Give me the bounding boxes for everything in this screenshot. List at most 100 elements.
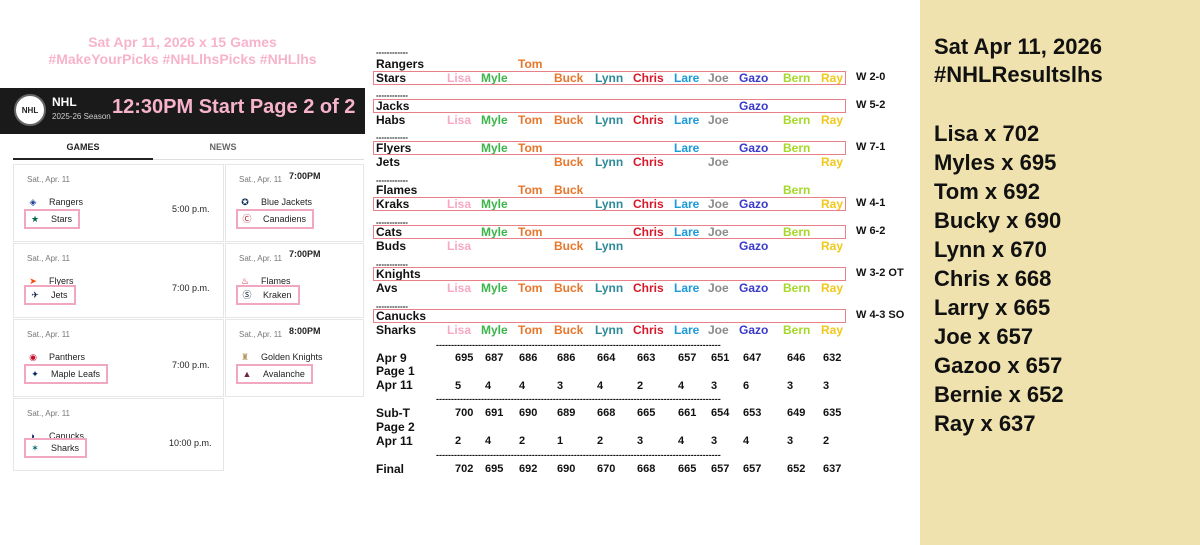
dash-line: ----------------------------------------…	[436, 340, 721, 350]
pick-buck: Buck	[554, 71, 584, 85]
away-team[interactable]: ✪ Blue Jackets	[239, 196, 312, 208]
away-team[interactable]: ◗ Canucks	[27, 430, 84, 442]
tab-news[interactable]: NEWS	[209, 142, 237, 152]
home-team-name: Jets	[376, 155, 401, 169]
pick-lare: Lare	[674, 71, 700, 85]
canucks-logo-icon: ◗	[30, 431, 36, 441]
pick-joe: Joe	[708, 281, 729, 295]
standing-row: Lynn x 670	[934, 237, 1047, 262]
tagline-date: Sat Apr 11, 2026 x 15 Games	[88, 34, 277, 50]
final-value: 657	[711, 463, 730, 475]
tab-games[interactable]: GAMES	[13, 134, 153, 160]
pick-joe: Joe	[708, 113, 729, 127]
dash-line: ----------------------------------------…	[436, 394, 721, 404]
pick-gazo: Gazo	[739, 141, 769, 155]
home-team[interactable]: Ⓢ Kraken	[236, 285, 300, 305]
page2-value: 2	[823, 435, 830, 447]
pick-lare: Lare	[674, 323, 700, 337]
away-team[interactable]: ➤ Flyers	[27, 275, 74, 287]
final-value: 637	[823, 463, 842, 475]
pick-myle: Myle	[481, 71, 508, 85]
separator: ------------	[376, 218, 408, 227]
game-card[interactable]: Sat., Apr. 11 ✪ Blue Jackets Ⓒ Canadiens	[225, 164, 364, 242]
final-value: 670	[597, 463, 616, 475]
pick-tom: Tom	[518, 57, 543, 71]
away-team[interactable]: ◈ Rangers	[27, 196, 84, 208]
pick-lynn: Lynn	[595, 113, 624, 127]
page1-value: 4	[597, 380, 604, 392]
game-result: W 6-2	[856, 225, 886, 237]
pick-lynn: Lynn	[595, 155, 624, 169]
pick-gazo: Gazo	[739, 99, 769, 113]
home-team[interactable]: ✈ Jets	[24, 285, 76, 305]
standing-row: Bernie x 652	[934, 382, 1064, 407]
pick-tom: Tom	[518, 323, 543, 337]
pick-ray: Ray	[821, 155, 844, 169]
home-team-name: Habs	[376, 113, 406, 127]
apr9-value: 646	[787, 352, 806, 364]
pick-ray: Ray	[821, 281, 844, 295]
game-card[interactable]: Sat., Apr. 11 ◉ Panthers ✦ Maple Leafs	[13, 319, 224, 397]
game-date: Sat., Apr. 11	[239, 175, 282, 184]
game-card[interactable]: Sat., Apr. 11 ♨ Flames Ⓢ Kraken	[225, 243, 364, 318]
home-team[interactable]: ✶ Sharks	[24, 438, 88, 458]
final-value: 652	[787, 463, 806, 475]
away-team-name: Flames	[376, 183, 418, 197]
pick-myle: Myle	[481, 281, 508, 295]
team-name: Kraken	[263, 290, 292, 300]
pick-bern: Bern	[783, 71, 811, 85]
game-date: Sat., Apr. 11	[239, 330, 282, 339]
standing-row: Tom x 692	[934, 179, 1040, 204]
game-card[interactable]: Sat., Apr. 11 ◈ Rangers ★ Stars	[13, 164, 224, 242]
pick-lare: Lare	[674, 281, 700, 295]
row-label: Apr 11	[376, 378, 413, 392]
standing-row: Joe x 657	[934, 324, 1034, 349]
flyers-logo-icon: ➤	[29, 276, 37, 286]
final-value: 692	[519, 463, 538, 475]
team-name: Avalanche	[263, 369, 305, 379]
away-team[interactable]: ♜ Golden Knights	[239, 351, 323, 363]
page2-value: 3	[637, 435, 644, 447]
pick-chris: Chris	[633, 281, 664, 295]
game-card[interactable]: Sat., Apr. 11 ◗ Canucks ✶ Sharks	[13, 398, 224, 471]
separator: ------------	[376, 133, 408, 142]
pick-buck: Buck	[554, 239, 584, 253]
game-card[interactable]: Sat., Apr. 11 ♜ Golden Knights ▲ Avalanche	[225, 319, 364, 397]
rangers-logo-icon: ◈	[29, 197, 37, 207]
standing-row: Lisa x 702	[934, 121, 1040, 146]
nhl-label: NHL	[52, 95, 77, 109]
game-date: Sat., Apr. 11	[27, 175, 70, 184]
pick-myle: Myle	[481, 141, 508, 155]
away-team[interactable]: ◉ Panthers	[27, 351, 85, 363]
team-name: Flyers	[49, 276, 74, 286]
pick-joe: Joe	[708, 71, 729, 85]
home-team[interactable]: ★ Stars	[24, 209, 81, 229]
final-value: 702	[455, 463, 474, 475]
subtotal-value: 649	[787, 407, 806, 419]
home-team[interactable]: ✦ Maple Leafs	[24, 364, 109, 384]
pick-lare: Lare	[674, 141, 700, 155]
pick-bern: Bern	[783, 141, 811, 155]
home-team[interactable]: Ⓒ Canadiens	[236, 209, 315, 229]
pick-gazo: Gazo	[739, 239, 769, 253]
apr9-value: 686	[557, 352, 576, 364]
golden-knights-logo-icon: ♜	[240, 352, 250, 362]
pick-myle: Myle	[481, 323, 508, 337]
pick-lisa: Lisa	[447, 197, 472, 211]
home-team-name: Kraks	[376, 197, 410, 211]
subtotal-value: 691	[485, 407, 504, 419]
game-card[interactable]: Sat., Apr. 11 ➤ Flyers ✈ Jets	[13, 243, 224, 318]
tab-bar: GAMES NEWS	[13, 134, 364, 160]
winner-highlight	[373, 141, 846, 155]
away-team[interactable]: ♨ Flames	[239, 275, 291, 287]
pick-myle: Myle	[481, 197, 508, 211]
team-name: Jets	[51, 290, 68, 300]
pick-lare: Lare	[674, 225, 700, 239]
home-team[interactable]: ▲ Avalanche	[236, 364, 313, 384]
pick-joe: Joe	[708, 155, 729, 169]
separator: ------------	[376, 91, 408, 100]
page1-value: 3	[711, 380, 718, 392]
game-result: W 2-0	[856, 71, 886, 83]
kraken-logo-icon: Ⓢ	[242, 290, 252, 300]
final-value: 668	[637, 463, 656, 475]
